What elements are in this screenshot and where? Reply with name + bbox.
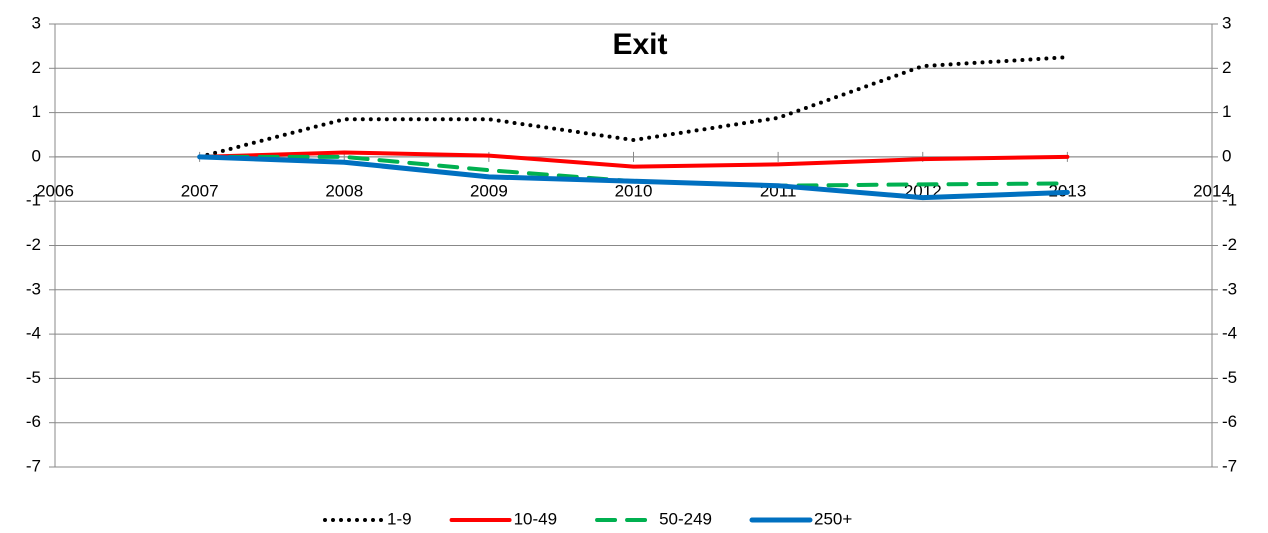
x-tick-label: 2008 (325, 181, 363, 200)
y2-tick-label: -1 (1222, 191, 1237, 210)
y2-tick-label: -3 (1222, 279, 1237, 298)
y2-tick-label: 2 (1222, 58, 1231, 77)
y2-tick-label: -7 (1222, 456, 1237, 475)
legend-label: 250+ (814, 509, 852, 528)
x-tick-label: 2009 (470, 181, 508, 200)
y-tick-label: -3 (26, 279, 41, 298)
y-tick-label: 1 (32, 102, 41, 121)
series-line (197, 154, 1070, 201)
y2-tick-label: -5 (1222, 368, 1237, 387)
y2-tick-label: -6 (1222, 412, 1237, 431)
legend-label: 50-249 (659, 509, 712, 528)
series-line (197, 150, 1070, 169)
y2-tick-label: -4 (1222, 324, 1237, 343)
y-tick-label: -4 (26, 324, 41, 343)
y-tick-label: -2 (26, 235, 41, 254)
x-tick-label: 2010 (615, 181, 653, 200)
legend-label: 1-9 (387, 509, 412, 528)
y-tick-label: 3 (32, 13, 41, 32)
y-tick-label: -6 (26, 412, 41, 431)
y-tick-label: -1 (26, 191, 41, 210)
series-line (197, 55, 1070, 159)
x-tick-label: 2007 (181, 181, 219, 200)
y2-tick-label: 1 (1222, 102, 1231, 121)
y-tick-label: -5 (26, 368, 41, 387)
y2-tick-label: 0 (1222, 146, 1231, 165)
x-tick-label: 2014 (1193, 181, 1231, 200)
y2-tick-label: 3 (1222, 13, 1231, 32)
y-tick-label: 2 (32, 58, 41, 77)
y-tick-label: 0 (32, 146, 41, 165)
legend-label: 10-49 (514, 509, 557, 528)
y-tick-label: -7 (26, 456, 41, 475)
y2-tick-label: -2 (1222, 235, 1237, 254)
x-tick-label: 2006 (36, 181, 74, 200)
chart-title: Exit (612, 28, 667, 61)
